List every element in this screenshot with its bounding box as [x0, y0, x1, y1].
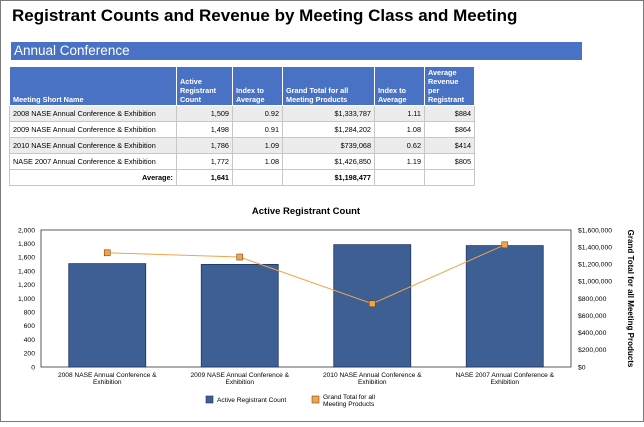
bar	[68, 263, 147, 368]
y-axis-tick-label: 400	[24, 337, 36, 344]
y-axis-tick-label: 2,000	[18, 227, 35, 234]
cell-index-to-average-2: 1.08	[374, 121, 425, 138]
table-row: 2009 NASE Annual Conference & Exhibition…	[9, 121, 475, 138]
average-row: Average: 1,641 $1,198,477	[9, 169, 475, 186]
average-grand-total: $1,198,477	[282, 169, 375, 186]
y-axis-tick-label: 200	[24, 351, 36, 358]
cell-index-to-average: 0.91	[232, 121, 283, 138]
cell-registrant-count: 1,498	[176, 121, 233, 138]
cell-meeting-name: 2008 NASE Annual Conference & Exhibition	[9, 105, 177, 122]
average-registrant-count: 1,641	[176, 169, 233, 186]
empty-cell	[374, 169, 425, 186]
cell-index-to-average: 1.08	[232, 153, 283, 170]
x-axis-tick-label: 2008 NASE Annual Conference &	[58, 372, 157, 379]
column-header-index-to-average[interactable]: Index to Average	[232, 66, 283, 106]
combo-chart: Active Registrant Count 0 200 400 600 800 1,00…	[18, 206, 635, 408]
page-title: Registrant Counts and Revenue by Meeting…	[12, 6, 518, 25]
column-header-index-to-average-2[interactable]: Index to Average	[374, 66, 425, 106]
column-header-average-revenue[interactable]: Average Revenue per Registrant	[424, 66, 475, 106]
x-axis-tick-label: Exhibition	[93, 379, 122, 386]
y-axis-tick-label: 1,200	[18, 282, 35, 289]
y2-axis-title: Grand Total for all Meeting Products	[626, 230, 635, 368]
y2-axis-tick-label: $200,000	[578, 347, 607, 354]
table-row: NASE 2007 Annual Conference & Exhibition…	[9, 153, 475, 170]
y-axis-tick-label: 1,800	[18, 241, 35, 248]
cell-registrant-count: 1,772	[176, 153, 233, 170]
column-header-meeting-name[interactable]: Meeting Short Name	[9, 66, 177, 106]
table-row: 2008 NASE Annual Conference & Exhibition…	[9, 105, 475, 122]
y2-axis-tick-label: $1,400,000	[578, 244, 612, 251]
line-marker	[236, 253, 244, 261]
cell-registrant-count: 1,786	[176, 137, 233, 154]
column-header-grand-total[interactable]: Grand Total for all Meeting Products	[282, 66, 375, 106]
cell-index-to-average-2: 1.19	[374, 153, 425, 170]
chart-title: Active Registrant Count	[252, 206, 361, 217]
x-axis-tick-label: Exhibition	[358, 379, 387, 386]
y-axis-tick-label: 600	[24, 323, 36, 330]
cell-index-to-average-2: 1.11	[374, 105, 425, 122]
y-axis-tick-label: 0	[31, 364, 35, 371]
y-axis-tick-label: 1,600	[18, 255, 35, 262]
cell-index-to-average: 0.92	[232, 105, 283, 122]
cell-average-revenue: $414	[424, 137, 475, 154]
cell-index-to-average-2: 0.62	[374, 137, 425, 154]
cell-grand-total: $739,068	[282, 137, 375, 154]
cell-meeting-name: 2009 NASE Annual Conference & Exhibition	[9, 121, 177, 138]
section-header: Annual Conference	[11, 42, 582, 60]
average-label: Average:	[9, 169, 177, 186]
y2-axis-tick-label: $1,600,000	[578, 227, 612, 234]
line-marker	[103, 249, 111, 257]
x-axis-tick-label: Exhibition	[225, 379, 254, 386]
cell-meeting-name: NASE 2007 Annual Conference & Exhibition	[9, 153, 177, 170]
cell-grand-total: $1,284,202	[282, 121, 375, 138]
x-axis-tick-label: NASE 2007 Annual Conference &	[455, 372, 554, 379]
x-axis-tick-label: Exhibition	[490, 379, 519, 386]
y2-axis-tick-label: $400,000	[578, 330, 607, 337]
table-row: 2010 NASE Annual Conference & Exhibition…	[9, 137, 475, 154]
cell-grand-total: $1,426,850	[282, 153, 375, 170]
cell-meeting-name: 2010 NASE Annual Conference & Exhibition	[9, 137, 177, 154]
legend-swatch-bar	[205, 395, 214, 404]
legend-label: Active Registrant Count	[217, 397, 286, 404]
line-marker	[368, 300, 376, 308]
cell-index-to-average: 1.09	[232, 137, 283, 154]
y2-axis-tick-label: $800,000	[578, 296, 607, 303]
x-axis-tick-label: 2009 NASE Annual Conference &	[190, 372, 289, 379]
line-marker	[501, 241, 509, 249]
y2-axis-tick-label: $1,000,000	[578, 279, 612, 286]
legend-label: Meeting Products	[323, 401, 375, 408]
y-axis-tick-label: 1,400	[18, 268, 35, 275]
y2-axis-tick-label: $1,200,000	[578, 262, 612, 269]
chart-container: Active Registrant Count 0 200 400 600 800 1,00…	[0, 200, 644, 422]
cell-grand-total: $1,333,787	[282, 105, 375, 122]
y-axis-tick-label: 1,000	[18, 296, 35, 303]
column-header-registrant-count[interactable]: Active Registrant Count	[176, 66, 233, 106]
empty-cell	[232, 169, 283, 186]
y-axis-tick-label: 800	[24, 310, 36, 317]
bar	[465, 245, 544, 368]
bar	[200, 263, 279, 368]
legend-swatch-line	[311, 395, 320, 404]
plot-area	[40, 229, 572, 368]
cell-average-revenue: $864	[424, 121, 475, 138]
legend-label: Grand Total for all	[323, 394, 375, 401]
cell-registrant-count: 1,509	[176, 105, 233, 122]
table-header-row: Meeting Short Name Active Registrant Cou…	[9, 66, 475, 106]
registrant-table: Meeting Short Name Active Registrant Cou…	[9, 66, 475, 186]
y2-axis-tick-label: $600,000	[578, 313, 607, 320]
y2-axis-tick-label: $0	[578, 364, 586, 371]
line-series	[107, 244, 505, 305]
cell-average-revenue: $884	[424, 105, 475, 122]
empty-cell	[424, 169, 475, 186]
x-axis-tick-label: 2010 NASE Annual Conference &	[323, 372, 422, 379]
cell-average-revenue: $805	[424, 153, 475, 170]
